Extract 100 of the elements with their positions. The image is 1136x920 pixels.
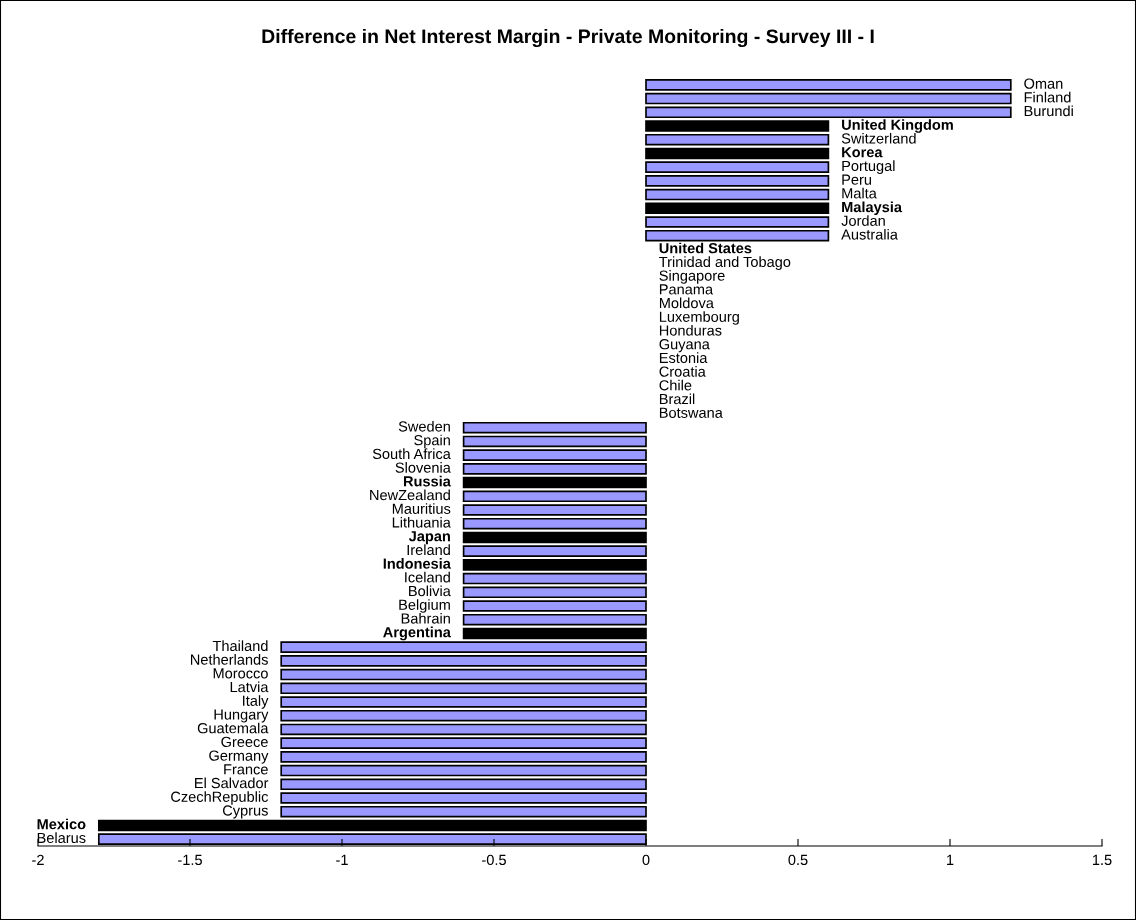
bar — [280, 641, 647, 653]
bar — [645, 133, 830, 146]
y-tick-label: Moldova — [659, 297, 714, 309]
bar — [280, 696, 647, 708]
bar — [645, 202, 830, 215]
x-tick-label: -2 — [32, 854, 44, 865]
y-tick-label: Australia — [841, 228, 898, 240]
bar — [462, 586, 647, 599]
bar — [462, 435, 647, 448]
y-tick-label: Thailand — [212, 640, 268, 652]
y-tick-label: Korea — [842, 147, 883, 158]
bar — [462, 463, 647, 475]
y-tick-label: Guyana — [659, 339, 710, 353]
y-tick-label: Ireland — [407, 544, 450, 556]
y-tick-label: Indonesia — [383, 558, 451, 569]
y-tick-label: Finland — [1024, 91, 1071, 103]
bar — [280, 792, 647, 804]
bar — [280, 709, 647, 722]
bar — [280, 723, 647, 736]
y-tick-label: Germany — [209, 750, 269, 764]
y-tick-label: Luxembourg — [659, 311, 739, 325]
y-tick-label: Singapore — [659, 270, 725, 284]
y-tick-label: Spain — [414, 434, 450, 449]
y-tick-label: Belarus — [37, 832, 86, 844]
bar — [280, 764, 647, 777]
y-tick-label: Switzerland — [841, 132, 916, 144]
bar — [462, 517, 647, 530]
y-tick-label: Lithuania — [392, 516, 451, 528]
bar — [280, 682, 647, 695]
x-tick-label: -0.5 — [482, 854, 506, 866]
y-tick-label: Mexico — [37, 818, 86, 830]
bar — [462, 627, 647, 640]
bar — [280, 778, 647, 791]
y-tick-label: Bahrain — [401, 612, 450, 624]
y-tick-label: El Salvador — [195, 777, 269, 789]
bar — [462, 559, 647, 571]
y-tick-label: Hungary — [214, 709, 269, 723]
y-tick-label: Panama — [659, 284, 714, 295]
x-tick-label: 1 — [947, 854, 954, 865]
y-tick-label: Jordan — [841, 215, 885, 226]
y-tick-label: Japan — [408, 531, 450, 545]
y-tick-label: United States — [659, 242, 752, 254]
bar — [97, 819, 647, 832]
bar — [462, 490, 647, 503]
y-tick-label: Botswana — [659, 407, 723, 418]
y-tick-label: Malaysia — [842, 201, 903, 216]
y-tick-label: Belgium — [399, 599, 450, 613]
x-tick-label: 0 — [642, 854, 650, 866]
bar — [645, 79, 1012, 91]
bar — [462, 545, 647, 557]
x-tick-label: 1.5 — [1092, 854, 1112, 866]
bar — [280, 655, 647, 667]
bar — [462, 531, 647, 544]
y-tick-label: Italy — [243, 695, 269, 709]
x-tick-label: -1.5 — [178, 854, 202, 866]
x-tick-label: 0.5 — [788, 854, 808, 866]
y-tick-label: Peru — [842, 174, 871, 185]
y-tick-label: Morocco — [213, 668, 268, 679]
y-tick-label: Guatemala — [197, 722, 269, 734]
bar — [645, 92, 1012, 105]
bar — [280, 737, 647, 749]
y-tick-label: Trinidad and Tobago — [659, 256, 791, 270]
bar — [462, 449, 647, 461]
bar — [645, 188, 830, 201]
y-tick-label: Brazil — [659, 393, 695, 405]
y-tick-label: Honduras — [659, 324, 722, 336]
bar — [462, 476, 647, 489]
y-tick-label: Cyprus — [222, 805, 268, 819]
bar — [462, 613, 647, 626]
bar — [280, 668, 647, 681]
y-tick-label: Chile — [659, 379, 692, 391]
y-tick-label: France — [224, 764, 268, 775]
bar — [462, 600, 647, 612]
y-tick-label: Portugal — [842, 160, 895, 174]
y-tick-label: Netherlands — [191, 654, 268, 665]
y-tick-label: Croatia — [659, 366, 706, 377]
bar — [645, 229, 830, 242]
bar — [462, 421, 647, 434]
y-tick-label: Bolivia — [409, 585, 451, 597]
bar — [462, 572, 647, 585]
bar — [462, 504, 647, 516]
y-tick-label: Iceland — [405, 571, 450, 583]
bar — [645, 175, 830, 187]
y-tick-label: Burundi — [1024, 105, 1073, 117]
y-tick-label: Slovenia — [395, 462, 451, 473]
y-tick-label: Argentina — [383, 626, 451, 641]
bar — [645, 106, 1012, 119]
bar — [645, 147, 830, 160]
y-tick-label: Russia — [403, 475, 451, 487]
y-tick-label: Greece — [221, 736, 268, 748]
y-tick-label: CzechRepublic — [171, 791, 269, 805]
bar — [280, 805, 647, 818]
y-tick-label: NewZealand — [370, 489, 450, 501]
y-tick-label: Sweden — [398, 420, 450, 432]
y-tick-label: Malta — [842, 187, 877, 199]
bar — [645, 216, 830, 228]
y-tick-label: Estonia — [659, 352, 708, 364]
bar — [280, 751, 647, 763]
y-tick-label: South Africa — [372, 448, 451, 460]
y-tick-label: Oman — [1024, 78, 1063, 89]
